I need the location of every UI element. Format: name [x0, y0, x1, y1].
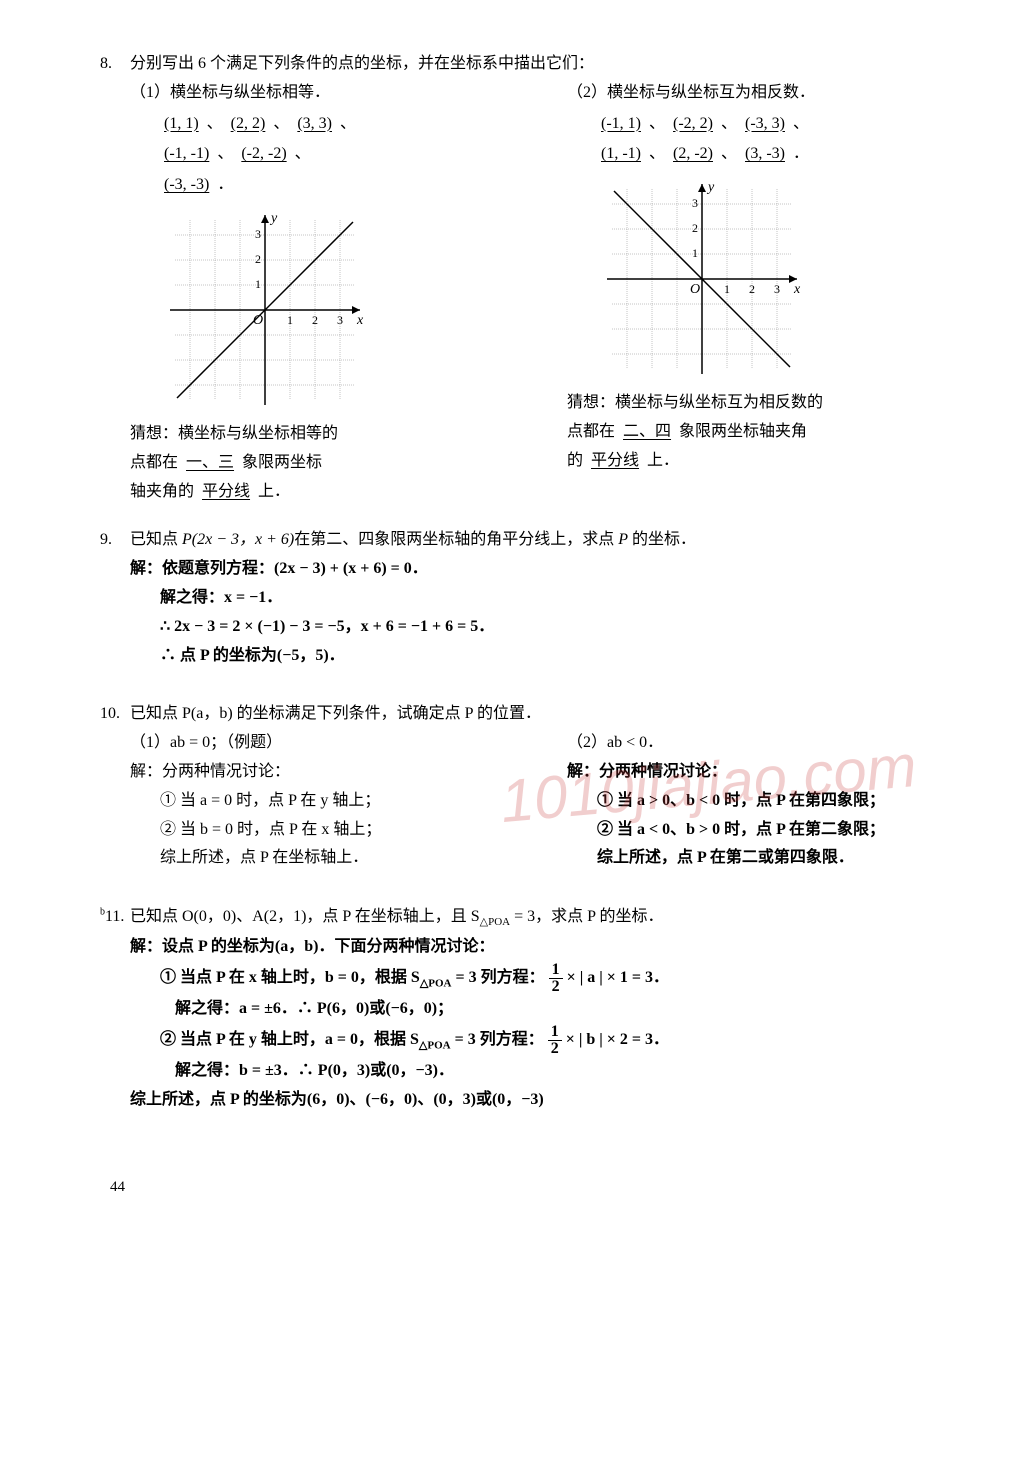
problem-8: 8. 分别写出 6 个满足下列条件的点的坐标，并在坐标系中描出它们： （1）横坐…	[100, 50, 964, 506]
coordinate-graph-2: x y O 1 2 3 1 2 3	[567, 179, 964, 379]
solution-line: 综上所述，点 P 的坐标为(6，0)、(−6，0)、(0，3)或(0，−3)	[130, 1086, 964, 1115]
solution-line: ∴ 2x − 3 = 2 × (−1) − 3 = −5，x + 6 = −1 …	[130, 613, 964, 642]
part-label: （1）ab = 0；（例题）	[130, 729, 527, 758]
solution-line: 解：分两种情况讨论：	[130, 758, 527, 787]
answer-row: (-1, -1) 、 (-2, -2) 、	[130, 140, 527, 169]
part-label: （2）横坐标与纵坐标互为相反数．	[567, 79, 964, 108]
problem-stem: 已知点 P(a，b) 的坐标满足下列条件，试确定点 P 的位置．	[130, 700, 964, 729]
problem-9: 9. 已知点 P(2x − 3，x + 6)在第二、四象限两坐标轴的角平分线上，…	[100, 526, 964, 670]
problem-number: 9.	[100, 526, 130, 555]
page: 1010jiajiao.com 8. 分别写出 6 个满足下列条件的点的坐标，并…	[100, 50, 964, 1201]
solution-line: 解：分两种情况讨论：	[567, 758, 964, 787]
p8-part2: （2）横坐标与纵坐标互为相反数． (-1, 1) 、 (-2, 2) 、 (-3…	[567, 79, 964, 507]
answer: (-3, 3)	[741, 115, 789, 132]
svg-text:2: 2	[692, 221, 698, 235]
blank: 二、四	[619, 423, 675, 440]
problem-stem: 已知点 O(0，0)、A(2，1)，点 P 在坐标轴上，且 S△POA = 3，…	[130, 903, 964, 933]
answer: (3, 3)	[293, 115, 336, 132]
problem-stem: 已知点 P(2x − 3，x + 6)在第二、四象限两坐标轴的角平分线上，求点 …	[130, 526, 964, 555]
guess-text: 猜想：横坐标与纵坐标相等的 点都在 一、三 象限两坐标 轴夹角的 平分线 上．	[130, 420, 527, 506]
problem-10: 10. 已知点 P(a，b) 的坐标满足下列条件，试确定点 P 的位置． （1）…	[100, 700, 964, 873]
svg-text:3: 3	[337, 313, 343, 327]
solution-line: 解：依题意列方程：(2x − 3) + (x + 6) = 0．	[130, 555, 964, 584]
answer: (2, 2)	[227, 115, 270, 132]
answer-row: (1, -1) 、 (2, -2) 、 (3, -3) ．	[567, 140, 964, 169]
svg-text:O: O	[690, 282, 700, 297]
solution-line: 综上所述，点 P 在第二或第四象限．	[567, 844, 964, 873]
svg-text:1: 1	[692, 246, 698, 260]
problem-number: 8.	[100, 50, 130, 79]
svg-text:x: x	[356, 313, 364, 328]
p10-part2: （2）ab < 0． 解：分两种情况讨论： ① 当 a > 0、b < 0 时，…	[567, 729, 964, 873]
coordinate-graph-1: x y O 1 2 3 1 2 3	[130, 210, 527, 410]
solution-line: ① 当 a > 0、b < 0 时，点 P 在第四象限；	[567, 787, 964, 816]
svg-text:2: 2	[312, 313, 318, 327]
svg-text:1: 1	[255, 277, 261, 291]
svg-text:1: 1	[724, 282, 730, 296]
problem-11: b11. 已知点 O(0，0)、A(2，1)，点 P 在坐标轴上，且 S△POA…	[100, 903, 964, 1114]
solution-line: 解：设点 P 的坐标为(a，b)．下面分两种情况讨论：	[130, 933, 964, 962]
problem-stem: 分别写出 6 个满足下列条件的点的坐标，并在坐标系中描出它们：	[130, 50, 964, 79]
answer-row: (-3, -3) ．	[130, 171, 527, 200]
blank: 平分线	[587, 452, 643, 469]
svg-text:3: 3	[255, 227, 261, 241]
answer: (-2, -2)	[237, 145, 290, 162]
solution-line: 解之得：x = −1．	[130, 584, 964, 613]
solution-line: ① 当点 P 在 x 轴上时，b = 0，根据 S△POA = 3 列方程： 1…	[130, 962, 964, 995]
solution-line: ② 当点 P 在 y 轴上时，a = 0，根据 S△POA = 3 列方程： 1…	[130, 1024, 964, 1057]
svg-text:2: 2	[749, 282, 755, 296]
svg-text:2: 2	[255, 252, 261, 266]
answer: (2, -2)	[669, 145, 717, 162]
answer: (-2, 2)	[669, 115, 717, 132]
answer: (3, -3)	[741, 145, 789, 162]
solution-line: 解之得：a = ±6．∴ P(6，0)或(−6，0)；	[130, 995, 964, 1024]
problem-number: b11.	[100, 903, 130, 932]
part-label: （1）横坐标与纵坐标相等．	[130, 79, 527, 108]
svg-text:3: 3	[774, 282, 780, 296]
answer: (-1, 1)	[597, 115, 645, 132]
answer: (1, -1)	[597, 145, 645, 162]
problem-number: 10.	[100, 700, 130, 729]
answer-row: (-1, 1) 、 (-2, 2) 、 (-3, 3) 、	[567, 110, 964, 139]
blank: 一、三	[182, 454, 238, 471]
svg-text:1: 1	[287, 313, 293, 327]
solution-line: 综上所述，点 P 在坐标轴上．	[130, 844, 527, 873]
svg-text:3: 3	[692, 196, 698, 210]
answer-row: (1, 1) 、 (2, 2) 、 (3, 3) 、	[130, 110, 527, 139]
solution-line: ① 当 a = 0 时，点 P 在 y 轴上；	[130, 787, 527, 816]
solution-line: ② 当 b = 0 时，点 P 在 x 轴上；	[130, 816, 527, 845]
guess-text: 猜想：横坐标与纵坐标互为相反数的 点都在 二、四 象限两坐标轴夹角 的 平分线 …	[567, 389, 964, 475]
svg-text:y: y	[269, 211, 278, 226]
solution-line: ② 当 a < 0、b > 0 时，点 P 在第二象限；	[567, 816, 964, 845]
svg-text:y: y	[706, 180, 715, 195]
solution-line: ∴ 点 P 的坐标为(−5，5)．	[130, 642, 964, 671]
blank: 平分线	[198, 483, 254, 500]
p10-part1: （1）ab = 0；（例题） 解：分两种情况讨论： ① 当 a = 0 时，点 …	[130, 729, 527, 873]
svg-text:x: x	[793, 282, 801, 297]
answer: (-1, -1)	[160, 145, 213, 162]
answer: (1, 1)	[160, 115, 203, 132]
p8-part1: （1）横坐标与纵坐标相等． (1, 1) 、 (2, 2) 、 (3, 3) 、…	[130, 79, 527, 507]
page-number: 44	[100, 1174, 964, 1201]
answer: (-3, -3)	[160, 176, 213, 193]
solution-line: 解之得：b = ±3．∴ P(0，3)或(0，−3)．	[130, 1057, 964, 1086]
part-label: （2）ab < 0．	[567, 729, 964, 758]
